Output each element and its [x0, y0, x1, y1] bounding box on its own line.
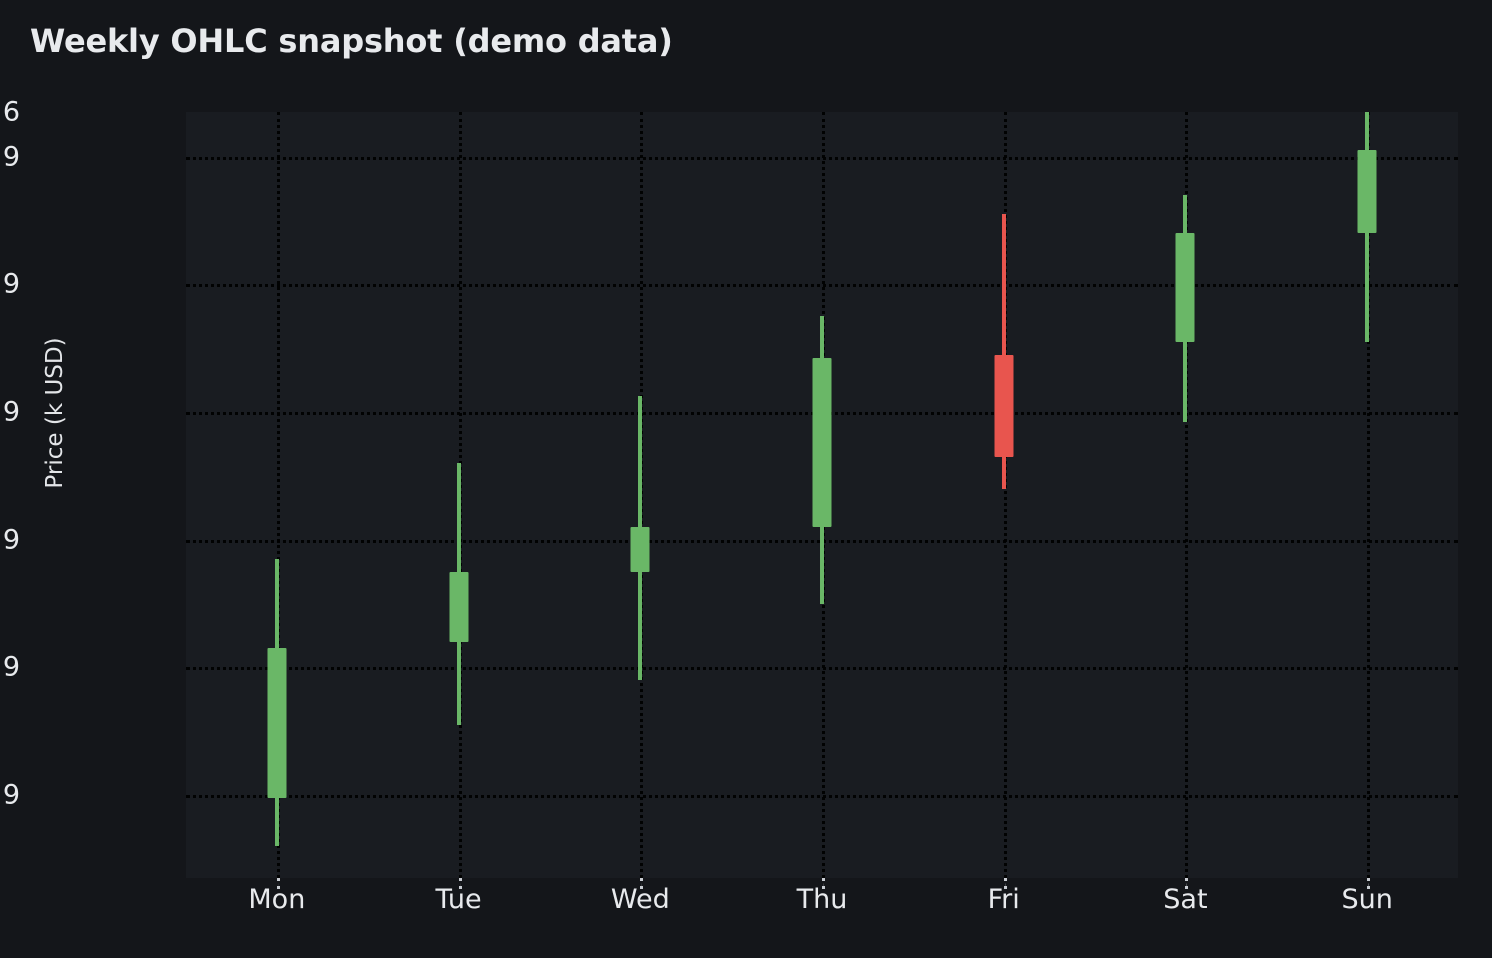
page-title: Weekly OHLC snapshot (demo data) [30, 22, 673, 60]
x-tick-label: Wed [610, 884, 670, 915]
gridline-vertical [276, 112, 280, 878]
gridline-vertical [1367, 112, 1371, 878]
x-tick-label: Thu [796, 884, 848, 915]
x-tick-mark [1003, 878, 1007, 889]
candle-body[interactable] [449, 571, 469, 642]
x-tick-mark [1185, 878, 1189, 889]
y-tick-label: 35.6 [0, 96, 20, 128]
candle-body[interactable] [1175, 233, 1195, 342]
candle-body[interactable] [994, 354, 1014, 457]
x-tick-mark [822, 878, 825, 889]
candle-body[interactable] [630, 526, 650, 572]
candle-body[interactable] [812, 357, 832, 527]
y-tick-label: 26.9 [0, 651, 20, 683]
x-tick-label: Fri [987, 884, 1020, 915]
x-tick-label: Mon [248, 884, 306, 915]
x-tick-label: Sat [1163, 884, 1208, 915]
plot-area [186, 112, 1458, 878]
x-tick-mark [276, 878, 280, 889]
x-tick-label: Tue [435, 884, 482, 915]
x-tick-mark [640, 878, 644, 889]
candle-body[interactable] [1357, 150, 1377, 234]
candle-wick[interactable] [1001, 214, 1006, 489]
y-axis-title: Price (k USD) [42, 337, 68, 489]
x-tick-mark [458, 878, 462, 889]
y-tick-label: 32.9 [0, 268, 20, 300]
y-tick-label: 34.9 [0, 141, 20, 173]
x-tick-label: Sun [1341, 884, 1393, 915]
candle-body[interactable] [267, 648, 287, 799]
gridline-vertical [1003, 112, 1007, 878]
x-tick-mark [1367, 878, 1371, 889]
gridline-vertical [1185, 112, 1189, 878]
y-tick-label: 24.9 [0, 779, 20, 811]
y-tick-label: 30.9 [0, 396, 20, 428]
y-tick-label: 28.9 [0, 524, 20, 556]
